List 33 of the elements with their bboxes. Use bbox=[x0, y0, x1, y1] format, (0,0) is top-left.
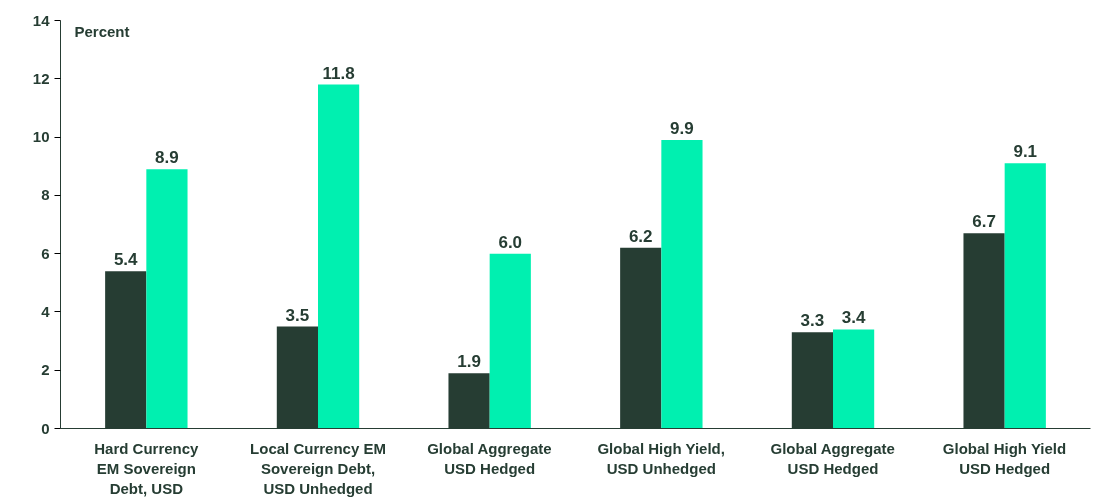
data-label: 11.8 bbox=[322, 63, 355, 83]
x-tick-label: Hard Currency EM Sovereign Debt, USD bbox=[94, 439, 200, 498]
x-tick-label: Global Aggregate USD Hedged bbox=[770, 439, 895, 477]
y-tick-label: 0 bbox=[41, 419, 50, 437]
x-tick-label: Global High Yield USD Hedged bbox=[942, 439, 1067, 477]
data-label: 3.3 bbox=[800, 311, 825, 331]
data-label: 9.9 bbox=[670, 118, 694, 138]
bar bbox=[318, 84, 360, 429]
y-axis-title: Percent bbox=[74, 22, 130, 40]
y-tick-label: 4 bbox=[41, 302, 51, 320]
bar bbox=[489, 253, 531, 429]
data-label: 3.5 bbox=[285, 305, 310, 325]
x-tick-label: Global High Yield, USD Unhedged bbox=[597, 439, 725, 477]
data-label: 5.4 bbox=[113, 250, 139, 270]
x-tick-label: Local Currency EM Sovereign Debt, USD Unhedged bbox=[250, 439, 386, 498]
data-label: 6.2 bbox=[628, 226, 653, 246]
data-label: 8.9 bbox=[155, 148, 179, 168]
data-label: 6.0 bbox=[498, 232, 523, 252]
bar bbox=[1004, 163, 1046, 429]
data-label: 3.4 bbox=[841, 308, 866, 328]
x-tick-label: Global Aggregate USD Hedged bbox=[427, 439, 552, 477]
y-tick-label: 8 bbox=[41, 186, 50, 204]
bar bbox=[146, 169, 188, 429]
data-label: 6.7 bbox=[972, 212, 996, 232]
data-label: 1.9 bbox=[457, 352, 481, 372]
y-tick-label: 12 bbox=[32, 69, 50, 87]
bar bbox=[661, 139, 703, 429]
data-label: 9.1 bbox=[1013, 142, 1038, 162]
y-tick-label: 2 bbox=[41, 361, 50, 379]
y-tick-label: 14 bbox=[32, 11, 51, 29]
y-tick-label: 6 bbox=[41, 244, 50, 262]
bar bbox=[833, 329, 875, 429]
y-tick-label: 10 bbox=[32, 128, 50, 146]
